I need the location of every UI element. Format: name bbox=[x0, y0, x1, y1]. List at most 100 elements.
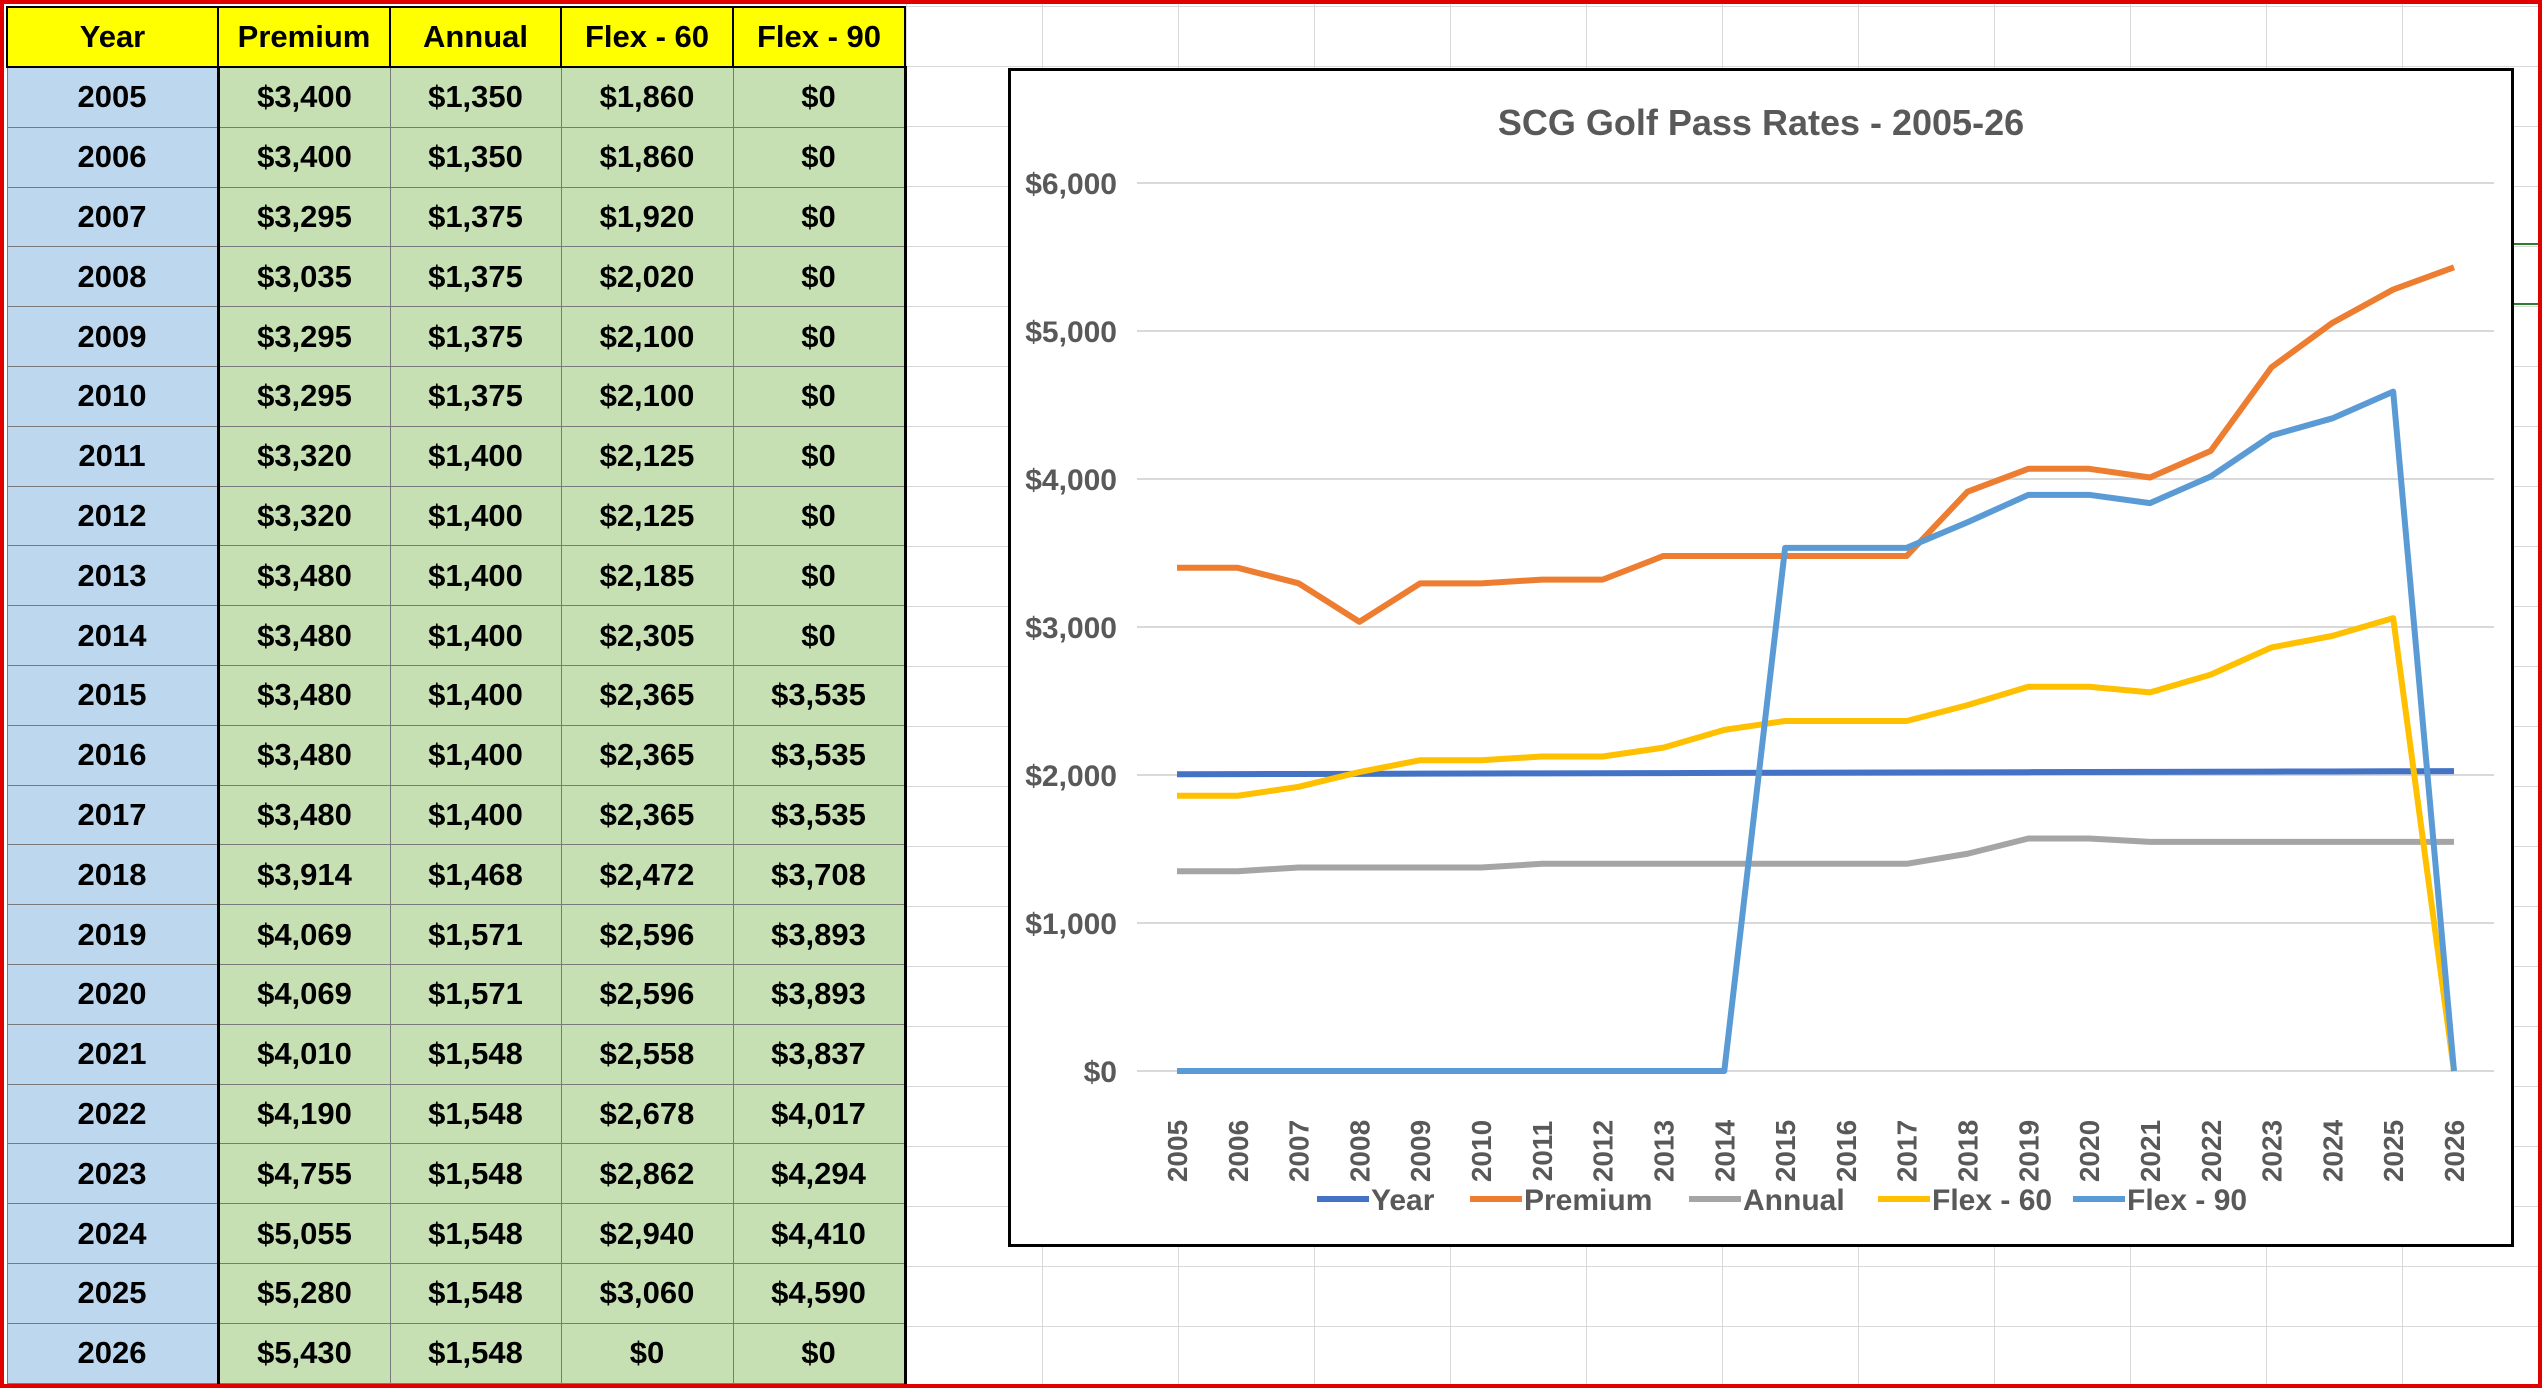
value-cell[interactable]: $2,596 bbox=[560, 963, 734, 1025]
year-cell[interactable]: 2017 bbox=[6, 784, 220, 846]
value-cell[interactable]: $3,060 bbox=[560, 1262, 734, 1324]
column-header[interactable]: Premium bbox=[217, 6, 391, 68]
value-cell[interactable]: $0 bbox=[732, 605, 907, 666]
value-cell[interactable]: $0 bbox=[732, 186, 907, 248]
value-cell[interactable]: $1,571 bbox=[389, 963, 562, 1025]
value-cell[interactable]: $1,375 bbox=[389, 246, 562, 308]
value-cell[interactable]: $1,860 bbox=[560, 126, 734, 188]
value-cell[interactable]: $4,190 bbox=[217, 1083, 391, 1145]
value-cell[interactable]: $4,755 bbox=[217, 1143, 391, 1205]
value-cell[interactable]: $3,295 bbox=[217, 306, 391, 367]
value-cell[interactable]: $3,320 bbox=[217, 425, 391, 487]
value-cell[interactable]: $2,596 bbox=[560, 904, 734, 965]
value-cell[interactable]: $1,400 bbox=[389, 664, 562, 726]
value-cell[interactable]: $3,535 bbox=[732, 724, 907, 786]
value-cell[interactable]: $3,400 bbox=[217, 66, 391, 128]
value-cell[interactable]: $1,400 bbox=[389, 605, 562, 666]
value-cell[interactable]: $2,472 bbox=[560, 844, 734, 906]
value-cell[interactable]: $1,400 bbox=[389, 425, 562, 487]
value-cell[interactable]: $2,305 bbox=[560, 605, 734, 666]
year-cell[interactable]: 2024 bbox=[6, 1203, 220, 1264]
line-chart[interactable]: SCG Golf Pass Rates - 2005-26 $0 $1,000 $2… bbox=[1008, 68, 2514, 1247]
value-cell[interactable]: $1,548 bbox=[389, 1203, 562, 1264]
value-cell[interactable]: $1,468 bbox=[389, 844, 562, 906]
column-header[interactable]: Flex - 90 bbox=[732, 6, 906, 68]
year-cell[interactable]: 2014 bbox=[6, 605, 220, 666]
value-cell[interactable]: $5,430 bbox=[217, 1322, 391, 1384]
value-cell[interactable]: $4,410 bbox=[732, 1203, 907, 1264]
value-cell[interactable]: $1,375 bbox=[389, 186, 562, 248]
year-cell[interactable]: 2006 bbox=[6, 126, 220, 188]
value-cell[interactable]: $3,480 bbox=[217, 664, 391, 726]
value-cell[interactable]: $0 bbox=[732, 126, 907, 188]
value-cell[interactable]: $1,920 bbox=[560, 186, 734, 248]
value-cell[interactable]: $0 bbox=[732, 1322, 907, 1384]
value-cell[interactable]: $0 bbox=[732, 246, 907, 308]
year-cell[interactable]: 2011 bbox=[6, 425, 220, 487]
value-cell[interactable]: $2,940 bbox=[560, 1203, 734, 1264]
value-cell[interactable]: $1,350 bbox=[389, 126, 562, 188]
year-cell[interactable]: 2019 bbox=[6, 904, 220, 965]
value-cell[interactable]: $3,893 bbox=[732, 904, 907, 965]
value-cell[interactable]: $2,185 bbox=[560, 545, 734, 607]
value-cell[interactable]: $4,010 bbox=[217, 1023, 391, 1085]
value-cell[interactable]: $3,480 bbox=[217, 784, 391, 846]
value-cell[interactable]: $1,350 bbox=[389, 66, 562, 128]
year-cell[interactable]: 2020 bbox=[6, 963, 220, 1025]
year-cell[interactable]: 2009 bbox=[6, 306, 220, 367]
value-cell[interactable]: $4,017 bbox=[732, 1083, 907, 1145]
value-cell[interactable]: $1,400 bbox=[389, 485, 562, 547]
value-cell[interactable]: $2,678 bbox=[560, 1083, 734, 1145]
value-cell[interactable]: $0 bbox=[732, 485, 907, 547]
value-cell[interactable]: $3,535 bbox=[732, 664, 907, 726]
value-cell[interactable]: $0 bbox=[732, 306, 907, 367]
column-header[interactable]: Year bbox=[6, 6, 219, 68]
year-cell[interactable]: 2022 bbox=[6, 1083, 220, 1145]
value-cell[interactable]: $0 bbox=[732, 66, 907, 128]
year-cell[interactable]: 2026 bbox=[6, 1322, 220, 1384]
year-cell[interactable]: 2018 bbox=[6, 844, 220, 906]
value-cell[interactable]: $1,860 bbox=[560, 66, 734, 128]
value-cell[interactable]: $1,571 bbox=[389, 904, 562, 965]
value-cell[interactable]: $0 bbox=[732, 545, 907, 607]
value-cell[interactable]: $2,558 bbox=[560, 1023, 734, 1085]
value-cell[interactable]: $3,480 bbox=[217, 605, 391, 666]
value-cell[interactable]: $5,055 bbox=[217, 1203, 391, 1264]
value-cell[interactable]: $1,548 bbox=[389, 1322, 562, 1384]
value-cell[interactable]: $3,320 bbox=[217, 485, 391, 547]
value-cell[interactable]: $1,548 bbox=[389, 1083, 562, 1145]
value-cell[interactable]: $4,590 bbox=[732, 1262, 907, 1324]
value-cell[interactable]: $1,548 bbox=[389, 1262, 562, 1324]
value-cell[interactable]: $3,480 bbox=[217, 545, 391, 607]
value-cell[interactable]: $0 bbox=[732, 365, 907, 427]
value-cell[interactable]: $2,100 bbox=[560, 306, 734, 367]
value-cell[interactable]: $3,480 bbox=[217, 724, 391, 786]
value-cell[interactable]: $2,365 bbox=[560, 724, 734, 786]
value-cell[interactable]: $5,280 bbox=[217, 1262, 391, 1324]
value-cell[interactable]: $3,708 bbox=[732, 844, 907, 906]
value-cell[interactable]: $1,548 bbox=[389, 1143, 562, 1205]
year-cell[interactable]: 2016 bbox=[6, 724, 220, 786]
value-cell[interactable]: $1,400 bbox=[389, 784, 562, 846]
value-cell[interactable]: $0 bbox=[732, 425, 907, 487]
value-cell[interactable]: $3,035 bbox=[217, 246, 391, 308]
year-cell[interactable]: 2005 bbox=[6, 66, 220, 128]
value-cell[interactable]: $3,837 bbox=[732, 1023, 907, 1085]
value-cell[interactable]: $4,294 bbox=[732, 1143, 907, 1205]
value-cell[interactable]: $1,548 bbox=[389, 1023, 562, 1085]
value-cell[interactable]: $1,375 bbox=[389, 365, 562, 427]
value-cell[interactable]: $2,125 bbox=[560, 485, 734, 547]
value-cell[interactable]: $2,125 bbox=[560, 425, 734, 487]
value-cell[interactable]: $2,100 bbox=[560, 365, 734, 427]
year-cell[interactable]: 2023 bbox=[6, 1143, 220, 1205]
value-cell[interactable]: $3,295 bbox=[217, 186, 391, 248]
value-cell[interactable]: $3,893 bbox=[732, 963, 907, 1025]
value-cell[interactable]: $2,862 bbox=[560, 1143, 734, 1205]
year-cell[interactable]: 2010 bbox=[6, 365, 220, 427]
value-cell[interactable]: $2,020 bbox=[560, 246, 734, 308]
value-cell[interactable]: $1,400 bbox=[389, 724, 562, 786]
value-cell[interactable]: $2,365 bbox=[560, 784, 734, 846]
year-cell[interactable]: 2012 bbox=[6, 485, 220, 547]
year-cell[interactable]: 2008 bbox=[6, 246, 220, 308]
column-header[interactable]: Flex - 60 bbox=[560, 6, 734, 68]
